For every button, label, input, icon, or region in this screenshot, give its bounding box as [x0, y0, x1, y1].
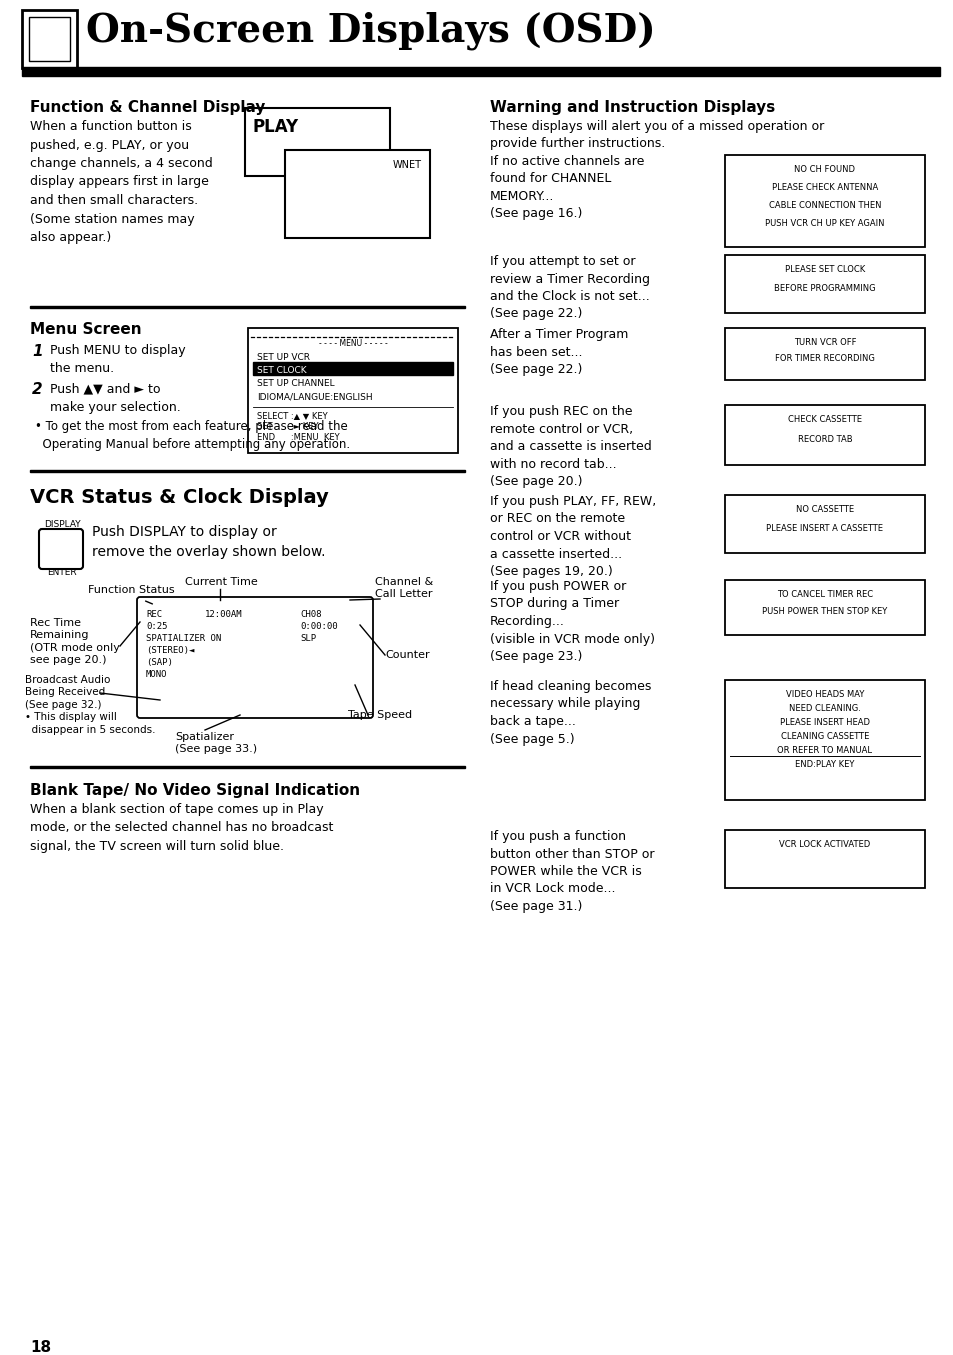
Text: SET       :► KEY: SET :► KEY	[256, 421, 318, 431]
Text: After a Timer Program
has been set...
(See page 22.): After a Timer Program has been set... (S…	[490, 328, 628, 375]
Text: 18: 18	[30, 1340, 51, 1355]
Text: Rec Time
Remaining
(OTR mode only
see page 20.): Rec Time Remaining (OTR mode only see pa…	[30, 618, 120, 665]
Text: SET UP CHANNEL: SET UP CHANNEL	[256, 379, 335, 388]
Text: CLEANING CASSETTE: CLEANING CASSETTE	[780, 732, 868, 741]
Text: When a blank section of tape comes up in Play
mode, or the selected channel has : When a blank section of tape comes up in…	[30, 804, 333, 854]
Bar	[285, 150, 430, 238]
Text: If no active channels are
found for CHANNEL
MEMORY...
(See page 16.): If no active channels are found for CHAN…	[490, 154, 643, 221]
Text: Channel &
Call Letter: Channel & Call Letter	[375, 577, 433, 599]
Text: OR REFER TO MANUAL: OR REFER TO MANUAL	[777, 747, 872, 755]
Text: IDIOMA/LANGUE:ENGLISH: IDIOMA/LANGUE:ENGLISH	[256, 392, 373, 401]
Text: PLEASE INSERT HEAD: PLEASE INSERT HEAD	[780, 718, 869, 728]
Text: Function & Channel Display: Function & Channel Display	[30, 100, 265, 115]
Bar	[22, 66, 939, 76]
Text: - - - - MENU - - - - -: - - - - MENU - - - - -	[318, 339, 387, 348]
Text: DISPLAY: DISPLAY	[44, 520, 80, 528]
Text: RECORD TAB: RECORD TAB	[797, 435, 851, 444]
FancyBboxPatch shape	[137, 598, 373, 718]
Text: Counter: Counter	[385, 650, 429, 660]
Text: VCR LOCK ACTIVATED: VCR LOCK ACTIVATED	[779, 840, 870, 850]
Text: FOR TIMER RECORDING: FOR TIMER RECORDING	[774, 354, 874, 363]
Text: ENTER: ENTER	[47, 568, 77, 577]
Text: Menu Screen: Menu Screen	[30, 322, 141, 337]
Text: PLAY: PLAY	[253, 118, 299, 136]
Text: TO CANCEL TIMER REC: TO CANCEL TIMER REC	[776, 589, 872, 599]
Bar	[724, 680, 924, 799]
Text: If you push POWER or
STOP during a Timer
Recording...
(visible in VCR mode only): If you push POWER or STOP during a Timer…	[490, 580, 655, 663]
Text: Current Time: Current Time	[185, 577, 257, 587]
Text: PLEASE SET CLOCK: PLEASE SET CLOCK	[784, 266, 864, 274]
Text: Push MENU to display
the menu.: Push MENU to display the menu.	[50, 344, 186, 375]
Text: If you attempt to set or
review a Timer Recording
and the Clock is not set...
(S: If you attempt to set or review a Timer …	[490, 255, 649, 321]
Bar	[724, 405, 924, 465]
Bar	[724, 255, 924, 313]
Text: If you push a function
button other than STOP or
POWER while the VCR is
in VCR L: If you push a function button other than…	[490, 831, 654, 913]
Bar	[30, 305, 464, 308]
Text: Function Status: Function Status	[88, 585, 174, 595]
Text: TURN VCR OFF: TURN VCR OFF	[793, 337, 856, 347]
Text: On-Screen Displays (OSD): On-Screen Displays (OSD)	[86, 12, 655, 50]
Text: NEED CLEANING.: NEED CLEANING.	[788, 705, 860, 713]
Text: PUSH VCR CH UP KEY AGAIN: PUSH VCR CH UP KEY AGAIN	[764, 220, 883, 228]
Bar	[724, 831, 924, 888]
Text: MONO: MONO	[146, 669, 168, 679]
Text: Push ▲▼ and ► to
make your selection.: Push ▲▼ and ► to make your selection.	[50, 382, 180, 413]
Text: Warning and Instruction Displays: Warning and Instruction Displays	[490, 100, 775, 115]
Text: CHECK CASSETTE: CHECK CASSETTE	[787, 415, 862, 424]
Bar	[22, 9, 77, 68]
Text: When a function button is
pushed, e.g. PLAY, or you
change channels, a 4 second
: When a function button is pushed, e.g. P…	[30, 121, 213, 244]
Bar	[245, 108, 390, 176]
Bar	[724, 154, 924, 247]
Text: REC: REC	[146, 610, 162, 619]
Text: NO CH FOUND: NO CH FOUND	[794, 165, 855, 173]
Bar	[724, 328, 924, 379]
Bar	[253, 362, 453, 375]
Text: Broadcast Audio
Being Received
(See page 32.)
• This display will
  disappear in: Broadcast Audio Being Received (See page…	[25, 675, 155, 734]
Text: SLP: SLP	[299, 634, 315, 644]
Text: END      :MENU  KEY: END :MENU KEY	[256, 434, 339, 442]
Text: If you push REC on the
remote control or VCR,
and a cassette is inserted
with no: If you push REC on the remote control or…	[490, 405, 651, 488]
Bar	[29, 18, 70, 61]
Text: Spatializer
(See page 33.): Spatializer (See page 33.)	[174, 732, 257, 755]
Text: 2: 2	[32, 382, 43, 397]
Text: 0:00:00: 0:00:00	[299, 622, 337, 631]
Text: WNET: WNET	[393, 160, 421, 169]
Text: Blank Tape/ No Video Signal Indication: Blank Tape/ No Video Signal Indication	[30, 783, 359, 798]
Bar	[248, 328, 457, 453]
Text: (SAP): (SAP)	[146, 659, 172, 667]
Text: SPATIALIZER ON: SPATIALIZER ON	[146, 634, 221, 644]
Text: VIDEO HEADS MAY: VIDEO HEADS MAY	[785, 690, 863, 699]
Text: Tape Speed: Tape Speed	[348, 710, 412, 720]
Text: BEFORE PROGRAMMING: BEFORE PROGRAMMING	[774, 285, 875, 293]
Text: SET UP VCR: SET UP VCR	[256, 354, 310, 362]
Text: 12:00AM: 12:00AM	[205, 610, 242, 619]
Text: If head cleaning becomes
necessary while playing
back a tape...
(See page 5.): If head cleaning becomes necessary while…	[490, 680, 651, 745]
Text: If you push PLAY, FF, REW,
or REC on the remote
control or VCR without
a cassett: If you push PLAY, FF, REW, or REC on the…	[490, 495, 656, 579]
Text: SET CLOCK: SET CLOCK	[256, 366, 306, 375]
Text: SELECT :▲ ▼ KEY: SELECT :▲ ▼ KEY	[256, 411, 327, 420]
Text: 1: 1	[32, 344, 43, 359]
Bar	[724, 495, 924, 553]
Text: VCR Status & Clock Display: VCR Status & Clock Display	[30, 488, 329, 507]
Text: CH08: CH08	[299, 610, 321, 619]
Text: PUSH POWER THEN STOP KEY: PUSH POWER THEN STOP KEY	[761, 607, 886, 617]
Text: NO CASSETTE: NO CASSETTE	[795, 505, 853, 514]
Text: These displays will alert you of a missed operation or
provide further instructi: These displays will alert you of a misse…	[490, 121, 823, 150]
Bar	[724, 580, 924, 635]
Bar	[30, 766, 464, 768]
Text: • To get the most from each feature, please read the
  Operating Manual before a: • To get the most from each feature, ple…	[35, 420, 350, 451]
FancyBboxPatch shape	[39, 528, 83, 569]
Text: Push DISPLAY to display or
remove the overlay shown below.: Push DISPLAY to display or remove the ov…	[91, 524, 325, 560]
Text: 0:25: 0:25	[146, 622, 168, 631]
Text: PLEASE INSERT A CASSETTE: PLEASE INSERT A CASSETTE	[765, 524, 882, 533]
Text: END:PLAY KEY: END:PLAY KEY	[795, 760, 854, 770]
Bar	[30, 469, 464, 472]
Text: (STEREO)◄: (STEREO)◄	[146, 646, 194, 654]
Text: CABLE CONNECTION THEN: CABLE CONNECTION THEN	[768, 201, 881, 210]
Text: PLEASE CHECK ANTENNA: PLEASE CHECK ANTENNA	[771, 183, 877, 192]
